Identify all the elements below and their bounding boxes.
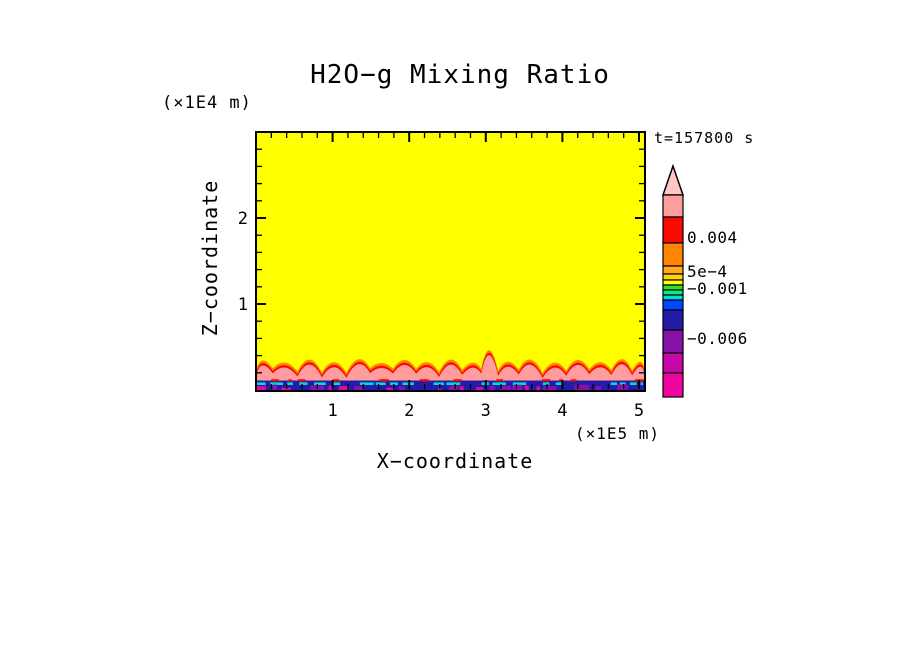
salmon-cloud-layer <box>256 355 645 382</box>
colorbar-band-cyan <box>662 294 684 301</box>
z-tick-label: 2 <box>237 209 248 229</box>
colorbar-band-salmon <box>662 194 684 218</box>
colorbar-arrow-tip <box>661 163 685 196</box>
colorbar-band-orange <box>662 242 684 267</box>
colorbar-band-red <box>662 216 684 244</box>
surface-layer <box>256 379 645 392</box>
colorbar-band-blue <box>662 299 684 311</box>
colorbar-band-violet <box>662 352 684 374</box>
x-tick-label: 3 <box>480 401 491 421</box>
colorbar <box>661 163 685 398</box>
time-label: t=157800 s <box>654 129 755 147</box>
colorbar-band-spring <box>662 289 684 296</box>
colorbar-band-gold <box>662 273 684 281</box>
colorbar-band-yellow <box>662 279 684 286</box>
colorbar-value-label: −0.006 <box>687 329 748 348</box>
x-tick-label: 5 <box>633 401 645 421</box>
x-tick-label: 2 <box>404 401 415 421</box>
z-tick-label: 1 <box>237 295 248 315</box>
colorbar-value-label: −0.001 <box>687 279 748 298</box>
colorbar-band-navy <box>662 309 684 331</box>
contour-plot <box>255 131 646 392</box>
x-axis-unit-label: (×1E5 m) <box>574 424 660 443</box>
colorbar-value-label: 0.004 <box>687 228 738 247</box>
axis-ticks <box>257 133 644 389</box>
x-tick-label: 1 <box>327 401 338 421</box>
plot-frame <box>255 131 646 392</box>
colorbar-band-purple <box>662 329 684 354</box>
colorbar-band-magenta <box>662 372 684 398</box>
x-tick-label: 4 <box>557 401 568 421</box>
colorbar-value-label: 5e−4 <box>687 262 728 281</box>
z-axis-unit-label: (×1E4 m) <box>162 93 252 113</box>
colorbar-band-green <box>662 284 684 291</box>
colorbar-band-amber <box>662 265 684 275</box>
z-axis-label: Z−coordinate <box>198 179 222 337</box>
plot-title: H2O−g Mixing Ratio <box>310 60 610 90</box>
field-background <box>256 132 645 391</box>
x-axis-label: X−coordinate <box>376 449 534 473</box>
